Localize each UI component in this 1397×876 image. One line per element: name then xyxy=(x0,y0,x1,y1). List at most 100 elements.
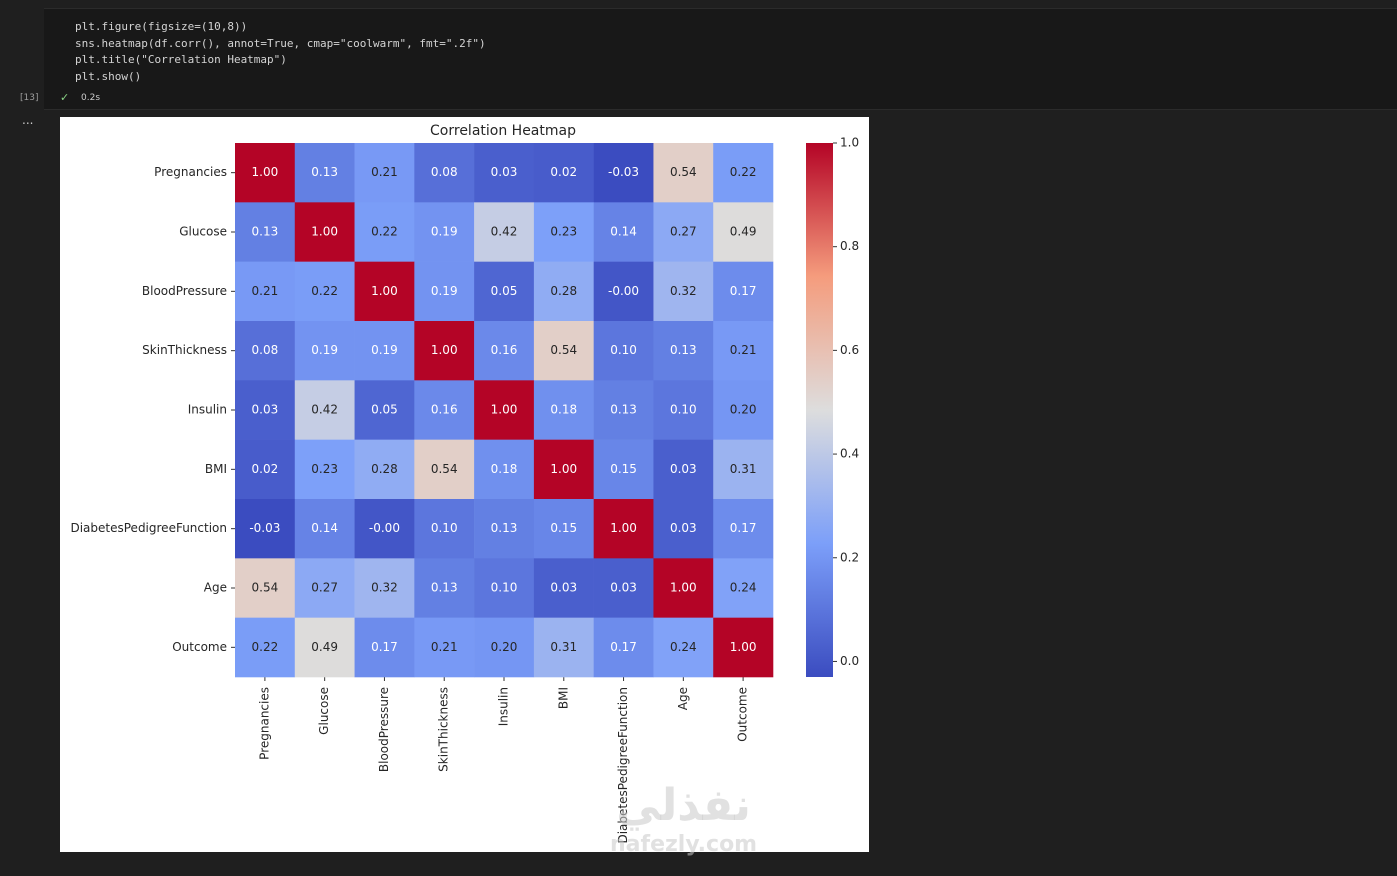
y-tick-label: Glucose xyxy=(179,225,227,239)
heatmap-cell xyxy=(533,617,594,678)
cell-label: 0.42 xyxy=(311,403,338,417)
heatmap-cell xyxy=(354,380,415,440)
heatmap-cell xyxy=(593,202,654,262)
heatmap-cell xyxy=(294,380,355,440)
x-tick-label: Age xyxy=(676,687,690,710)
heatmap-cell xyxy=(235,143,296,203)
heatmap-cell xyxy=(294,499,355,559)
heatmap-cell xyxy=(593,558,654,618)
heatmap-cell xyxy=(294,617,355,678)
cell-label: 0.10 xyxy=(610,343,637,357)
heatmap-cell xyxy=(235,380,296,440)
y-tick-label: Outcome xyxy=(172,640,227,654)
colorbar-tick-label: 0.0 xyxy=(840,654,859,668)
heatmap-cell xyxy=(653,380,714,440)
heatmap-cell xyxy=(474,202,535,262)
check-icon: ✓ xyxy=(60,91,70,104)
heatmap-cell xyxy=(414,617,475,678)
heatmap-cell xyxy=(713,143,774,203)
cell-label: 0.54 xyxy=(670,165,697,179)
x-tick-label: DiabetesPedigreeFunction xyxy=(616,687,630,844)
cell-label: 0.20 xyxy=(730,403,757,417)
cell-label: 0.24 xyxy=(670,640,697,654)
cell-label: 0.08 xyxy=(252,343,279,357)
execution-count: [13] xyxy=(20,93,39,103)
cell-label: 1.00 xyxy=(371,284,398,298)
cell-label: 0.10 xyxy=(491,581,518,595)
heatmap-cell xyxy=(354,499,415,559)
heatmap-cell xyxy=(414,499,475,559)
heatmap-cell xyxy=(713,261,774,322)
heatmap-cell xyxy=(354,143,415,203)
cell-label: 0.22 xyxy=(311,284,338,298)
heatmap-cell xyxy=(414,380,475,440)
cell-label: 0.27 xyxy=(311,581,338,595)
cell-label: 0.18 xyxy=(491,462,518,476)
cell-label: 0.03 xyxy=(670,521,697,535)
cell-label: 0.05 xyxy=(371,403,398,417)
cell-label: 0.31 xyxy=(730,462,757,476)
heatmap-cell xyxy=(294,439,355,500)
cell-label: 0.03 xyxy=(670,462,697,476)
colorbar-tick-label: 0.4 xyxy=(840,447,859,461)
cell-label: 0.27 xyxy=(670,225,697,239)
heatmap-cell xyxy=(533,321,594,381)
heatmap-cell xyxy=(533,261,594,322)
x-tick-label: Pregnancies xyxy=(257,687,271,760)
heatmap-cell xyxy=(414,202,475,262)
heatmap-cell xyxy=(235,617,296,678)
code-cell[interactable] xyxy=(44,8,1397,110)
heatmap-cell xyxy=(474,261,535,322)
heatmap-cell xyxy=(713,380,774,440)
x-tick-label: Outcome xyxy=(736,687,750,742)
cell-label: 0.17 xyxy=(730,521,757,535)
cell-label: 0.19 xyxy=(311,343,338,357)
y-tick-label: DiabetesPedigreeFunction xyxy=(70,521,227,535)
heatmap-cell xyxy=(713,321,774,381)
chart-title: Correlation Heatmap xyxy=(430,123,576,139)
heatmap-cell xyxy=(474,558,535,618)
cell-label: 0.13 xyxy=(610,403,637,417)
heatmap-cell xyxy=(354,558,415,618)
cell-label: 0.13 xyxy=(311,165,338,179)
heatmap-cell xyxy=(653,499,714,559)
colorbar-tick-label: 1.0 xyxy=(840,136,859,150)
cell-label: 0.14 xyxy=(610,225,637,239)
heatmap-cell xyxy=(593,321,654,381)
cell-label: 0.32 xyxy=(670,284,697,298)
code-line: sns.heatmap(df.corr(), annot=True, cmap=… xyxy=(75,37,486,50)
exec-time: 0.2s xyxy=(81,93,101,103)
heatmap-cell xyxy=(653,143,714,203)
cell-label: 0.16 xyxy=(431,403,458,417)
heatmap-cell xyxy=(713,439,774,500)
cell-label: 0.08 xyxy=(431,165,458,179)
heatmap-cell xyxy=(414,143,475,203)
heatmap-cell xyxy=(354,321,415,381)
cell-label: 0.14 xyxy=(311,521,338,535)
heatmap-cell xyxy=(414,321,475,381)
heatmap-cell xyxy=(474,321,535,381)
cell-label: 0.16 xyxy=(491,343,518,357)
heatmap-cell xyxy=(414,439,475,500)
heatmap-cell xyxy=(533,439,594,500)
heatmap-cell xyxy=(294,321,355,381)
code-line: plt.show() xyxy=(75,70,142,83)
cell-label: 0.13 xyxy=(252,225,279,239)
chart: Correlation Heatmap Pregnancies Pregnanci… xyxy=(60,117,869,852)
heatmap-cell xyxy=(653,321,714,381)
watermark: نفذلي nafezly.com xyxy=(610,780,757,857)
heatmap-cell xyxy=(713,202,774,262)
cell-label: 1.00 xyxy=(311,225,338,239)
heatmap-cell xyxy=(294,202,355,262)
cell-label: 1.00 xyxy=(610,521,637,535)
cell-label: 0.10 xyxy=(670,403,697,417)
cell-label: 0.13 xyxy=(670,343,697,357)
y-tick-label: BloodPressure xyxy=(142,284,227,298)
heatmap-cell xyxy=(593,499,654,559)
colorbar-tick-label: 0.6 xyxy=(840,343,859,357)
cell-label: 0.19 xyxy=(371,343,398,357)
cell-label: 0.32 xyxy=(371,581,398,595)
output-prompt[interactable]: ... xyxy=(22,113,34,127)
cell-label: 0.21 xyxy=(431,640,458,654)
